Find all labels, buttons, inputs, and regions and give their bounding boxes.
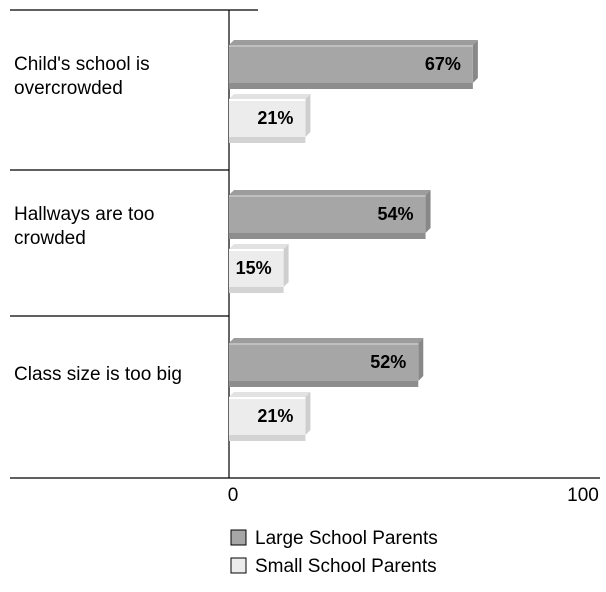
bar-side-face xyxy=(472,40,478,83)
category-label: Hallways are too xyxy=(14,204,154,225)
bar-large-school: 54% xyxy=(229,190,431,239)
value-label: 54% xyxy=(378,204,414,224)
bar-highlight xyxy=(229,397,306,399)
bar-side-face xyxy=(305,94,311,137)
bar-bottom-face xyxy=(229,83,473,89)
bar-small-school: 21% xyxy=(229,94,311,143)
bar-top-face xyxy=(229,190,431,195)
value-label: 67% xyxy=(425,54,461,74)
bar-large-school: 67% xyxy=(229,40,478,89)
bar-side-face xyxy=(425,190,431,233)
bar-face xyxy=(229,99,306,137)
bar-highlight xyxy=(229,45,473,47)
bar-bottom-face xyxy=(229,287,284,293)
bar-small-school: 21% xyxy=(229,392,311,441)
legend-swatch xyxy=(230,557,247,574)
bar-top-face xyxy=(229,40,478,45)
bar-top-face xyxy=(229,392,311,397)
bar-highlight xyxy=(229,343,419,345)
category-label: Child's school is xyxy=(14,54,150,75)
value-label: 21% xyxy=(257,406,293,426)
value-label: 52% xyxy=(370,352,406,372)
value-label: 15% xyxy=(236,258,272,278)
bar-face xyxy=(229,45,473,83)
bar-small-school: 15% xyxy=(229,244,289,293)
axis-ticks: 0 100 xyxy=(228,485,599,506)
bar-highlight xyxy=(229,99,306,101)
category-label: Class size is too big xyxy=(14,364,182,385)
category-label: crowded xyxy=(14,228,86,249)
legend-label: Large School Parents xyxy=(255,528,438,549)
bar-side-face xyxy=(418,338,424,381)
bars-layer: 67% 21% 54% 15% 52% 21% xyxy=(229,40,478,441)
legend-item: Small School Parents xyxy=(230,556,437,577)
category-label: overcrowded xyxy=(14,78,123,99)
bar-face xyxy=(229,343,419,381)
legend-swatch xyxy=(230,529,247,546)
bar-bottom-face xyxy=(229,233,426,239)
bar-top-face xyxy=(229,244,289,249)
legend: Large School Parents Small School Parents xyxy=(230,528,438,577)
bar-top-face xyxy=(229,338,424,343)
bar-face xyxy=(229,249,284,287)
category-labels: Child's school is overcrowded Hallways are… xyxy=(14,54,182,385)
bar-top-face xyxy=(229,94,311,99)
value-label: 21% xyxy=(257,108,293,128)
bar-highlight xyxy=(229,195,426,197)
bar-face xyxy=(229,397,306,435)
x-tick-label: 100 xyxy=(567,485,599,506)
bar-side-face xyxy=(305,392,311,435)
legend-label: Small School Parents xyxy=(255,556,437,577)
x-tick-label: 0 xyxy=(228,485,239,506)
bar-face xyxy=(229,195,426,233)
bar-bottom-face xyxy=(229,435,306,441)
bar-highlight xyxy=(229,249,284,251)
legend-item: Large School Parents xyxy=(230,528,438,549)
bar-bottom-face xyxy=(229,381,419,387)
bar-bottom-face xyxy=(229,137,306,143)
bar-large-school: 52% xyxy=(229,338,424,387)
bar-side-face xyxy=(283,244,289,287)
